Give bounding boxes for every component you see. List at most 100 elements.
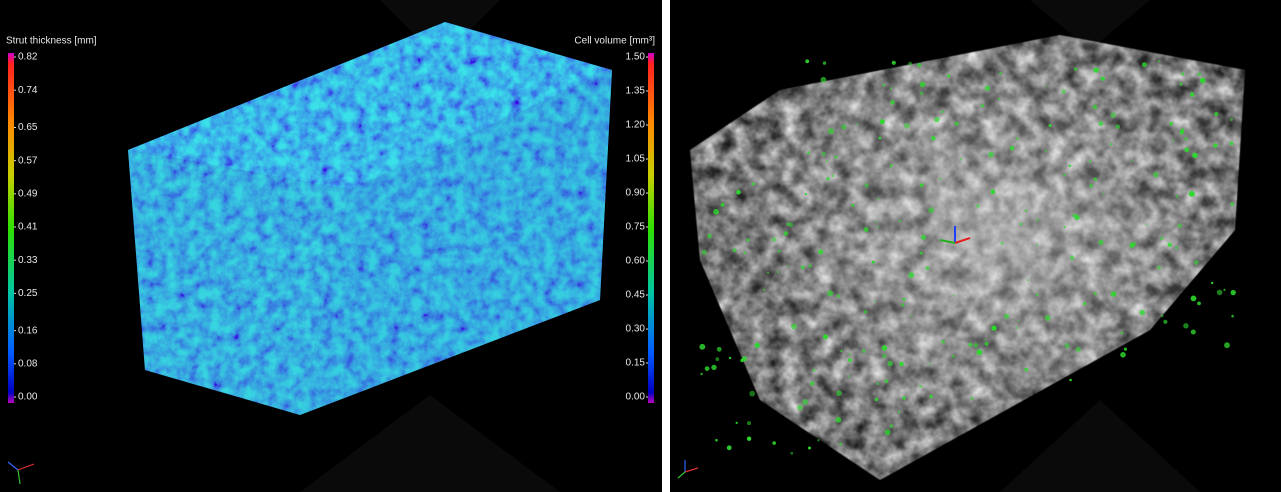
cell <box>917 63 922 68</box>
cell <box>743 251 747 254</box>
cell <box>1088 160 1092 163</box>
cell <box>902 396 906 400</box>
cell <box>889 424 894 428</box>
tick-label: 0.30 <box>626 324 646 335</box>
cell <box>728 356 732 360</box>
cell <box>736 189 741 195</box>
cell <box>902 298 906 301</box>
cell <box>1016 326 1019 329</box>
cell <box>1194 260 1199 265</box>
cell <box>890 100 895 105</box>
cell <box>1213 143 1218 148</box>
cell <box>777 249 781 253</box>
tick-label: 0.15 <box>626 358 646 369</box>
cell <box>919 183 924 187</box>
cell <box>878 136 882 140</box>
tick-label: 0.33 <box>18 255 38 266</box>
cell <box>920 234 927 240</box>
cell <box>970 396 974 400</box>
cell <box>877 226 880 228</box>
cell <box>726 445 732 451</box>
cell <box>1083 302 1086 306</box>
tick-label: 1.50 <box>626 52 646 63</box>
cell <box>1069 378 1072 382</box>
cell <box>746 436 752 441</box>
cell <box>800 265 805 270</box>
cell <box>887 360 893 367</box>
cell <box>820 76 827 83</box>
cell <box>999 71 1002 75</box>
cell <box>1211 281 1214 285</box>
cell <box>1163 319 1168 324</box>
cell <box>1197 72 1202 76</box>
cell <box>840 350 843 352</box>
cell <box>899 361 904 367</box>
cell <box>991 325 997 331</box>
cell <box>1120 331 1124 335</box>
cell <box>1004 313 1010 319</box>
cell <box>1216 289 1223 296</box>
cell <box>732 248 737 253</box>
cell <box>807 151 810 155</box>
tick-label: 0.82 <box>18 52 38 63</box>
cell <box>836 390 842 397</box>
cell <box>959 158 962 161</box>
cell <box>1169 121 1173 126</box>
cell <box>884 429 891 436</box>
cell <box>952 354 955 358</box>
cell <box>1229 141 1234 146</box>
cell <box>827 290 834 297</box>
cell <box>929 362 931 365</box>
tick-label: 0.25 <box>18 288 38 299</box>
cell <box>881 345 888 351</box>
tick-label: 0.49 <box>18 188 38 199</box>
cell <box>889 87 893 90</box>
cell <box>939 177 942 180</box>
cell <box>826 160 829 163</box>
cell <box>1061 89 1066 94</box>
cell <box>1183 323 1189 329</box>
tick-label: 0.75 <box>626 222 646 233</box>
foam-volume <box>128 22 612 415</box>
cell <box>874 397 879 402</box>
cell <box>848 375 850 378</box>
cell <box>856 122 859 125</box>
cell <box>976 204 980 208</box>
tick-label: 0.74 <box>18 85 38 96</box>
color-scale <box>648 53 654 403</box>
cell <box>1036 243 1039 246</box>
cell <box>877 198 880 200</box>
cell <box>699 343 706 350</box>
cell <box>1110 291 1117 297</box>
cell <box>810 381 815 386</box>
cell <box>884 379 889 384</box>
tick-label: 0.90 <box>626 188 646 199</box>
cell <box>786 222 790 226</box>
cell <box>701 249 707 255</box>
cell <box>1223 288 1226 291</box>
legend-title: Strut thickness [mm] <box>6 36 97 47</box>
cell <box>908 61 912 66</box>
cell <box>882 83 886 87</box>
cell <box>1188 190 1195 197</box>
tick-label: 0.65 <box>18 122 38 133</box>
cell <box>822 61 827 65</box>
cell <box>1024 209 1028 212</box>
cell <box>862 349 866 353</box>
cell <box>1231 314 1234 318</box>
cell <box>1175 246 1179 250</box>
cell <box>1167 242 1172 248</box>
cell <box>700 372 703 376</box>
cell <box>848 353 851 355</box>
cell <box>1139 309 1145 316</box>
cell <box>735 421 738 425</box>
cell <box>1131 159 1134 162</box>
cell <box>1115 124 1121 129</box>
cell <box>1177 223 1182 228</box>
cell <box>847 358 853 363</box>
cell <box>826 176 830 181</box>
cell <box>863 309 868 314</box>
cell <box>1229 118 1233 122</box>
cell <box>716 346 722 352</box>
cell <box>984 85 991 91</box>
